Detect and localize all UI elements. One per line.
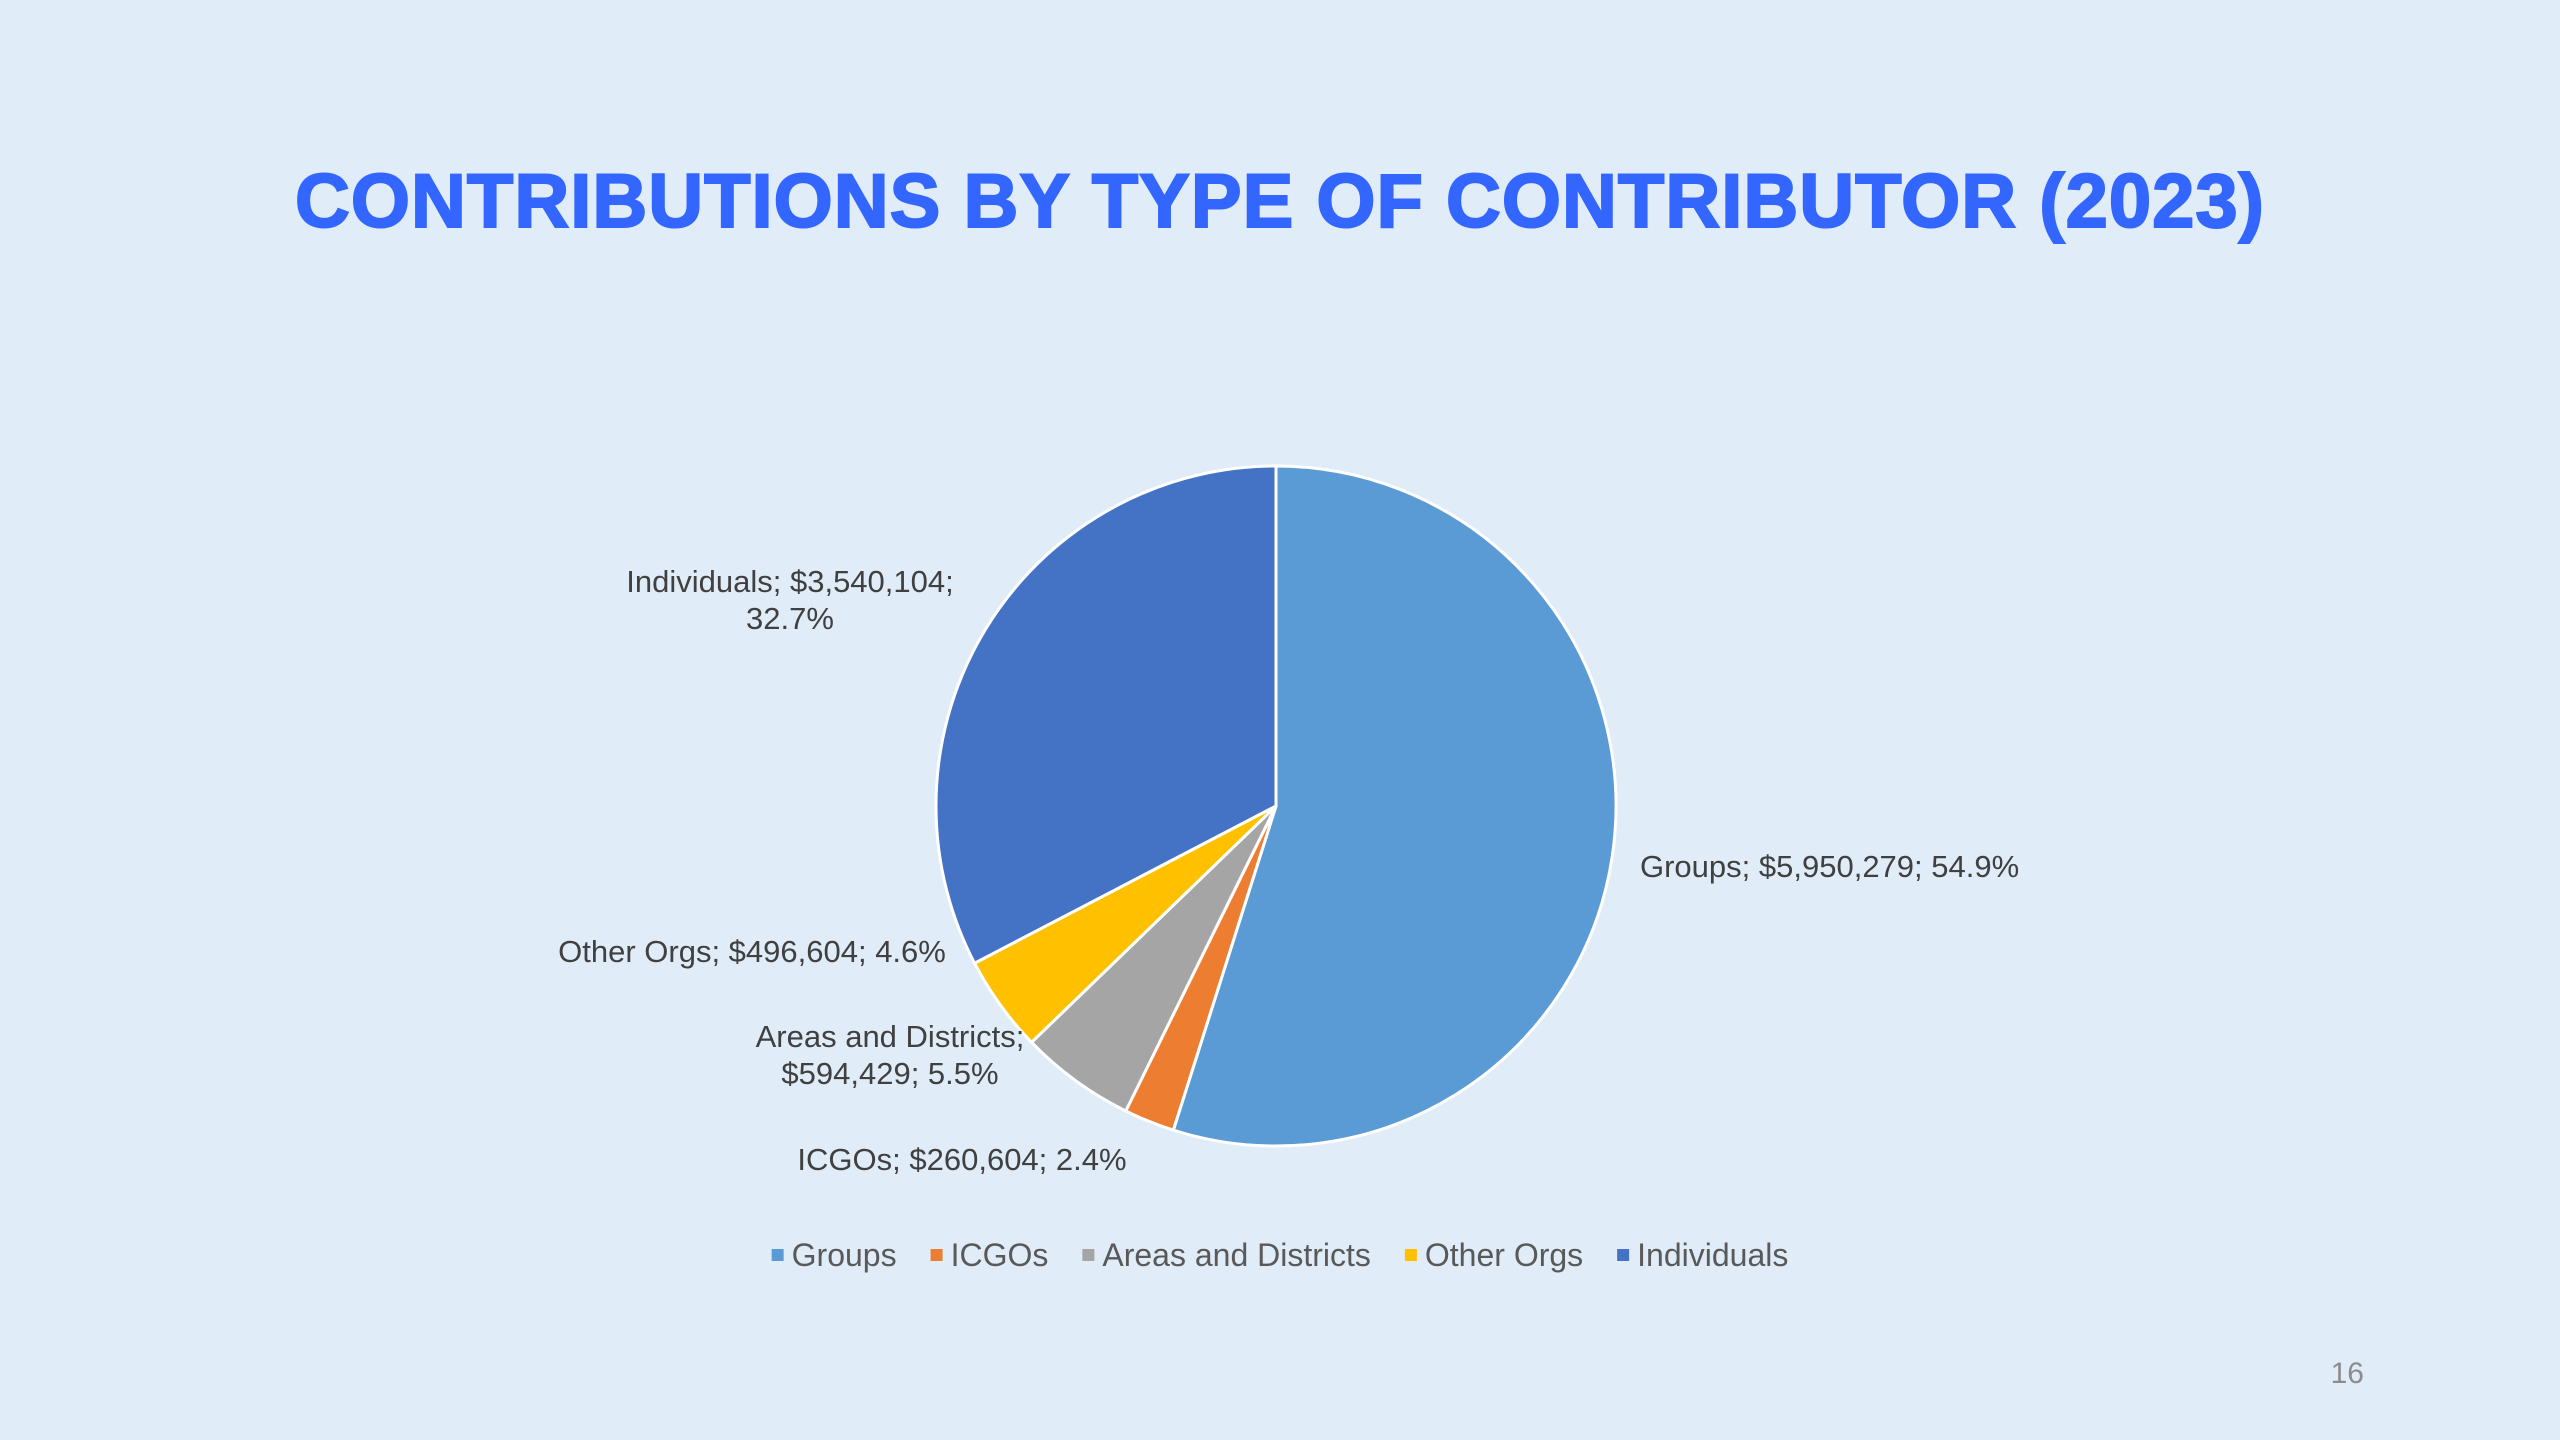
chart-legend: Groups ICGOs Areas and Districts Other Orgs… <box>771 1237 1788 1273</box>
legend-swatch <box>1404 1249 1417 1261</box>
pie-slice-individuals <box>934 464 1278 965</box>
legend-item-icgos: ICGOs <box>930 1237 1049 1273</box>
data-label-line: Areas and Districts; <box>756 1019 1025 1054</box>
data-label-line: Other Orgs; $496,604; 4.6% <box>558 934 946 969</box>
legend-swatch <box>771 1249 784 1261</box>
legend-swatch <box>930 1249 943 1261</box>
data-label-individuals: Individuals; $3,540,104; 32.7% <box>626 564 953 636</box>
legend-label: Areas and Districts <box>1102 1237 1371 1273</box>
data-label-line: Groups; $5,950,279; 54.9% <box>1640 849 2019 884</box>
data-label-groups: Groups; $5,950,279; 54.9% <box>1640 849 2019 884</box>
pie-slices <box>934 464 1618 1148</box>
legend-label: Individuals <box>1637 1237 1788 1273</box>
slide-title: CONTRIBUTIONS BY TYPE OF CONTRIBUTOR (20… <box>294 158 2265 245</box>
data-label-areas-and-districts: Areas and Districts; $594,429; 5.5% <box>756 1019 1025 1091</box>
data-label-other-orgs: Other Orgs; $496,604; 4.6% <box>558 934 946 969</box>
page-number: 16 <box>2330 1357 2364 1390</box>
legend-item-individuals: Individuals <box>1617 1237 1788 1273</box>
legend-label: ICGOs <box>951 1237 1049 1273</box>
legend-item-other-orgs: Other Orgs <box>1404 1237 1583 1273</box>
legend-swatch <box>1617 1249 1630 1261</box>
data-label-line: ICGOs; $260,604; 2.4% <box>797 1142 1126 1177</box>
legend-item-areas-and-districts: Areas and Districts <box>1082 1237 1371 1273</box>
pie-data-labels: Groups; $5,950,279; 54.9% ICGOs; $260,604… <box>558 564 2019 1177</box>
data-label-icgos: ICGOs; $260,604; 2.4% <box>797 1142 1126 1177</box>
legend-label: Other Orgs <box>1425 1237 1583 1273</box>
legend-item-groups: Groups <box>771 1237 897 1273</box>
data-label-line: 32.7% <box>746 601 834 636</box>
data-label-line: $594,429; 5.5% <box>781 1056 998 1091</box>
pie-slice-groups <box>1171 464 1618 1148</box>
data-label-line: Individuals; $3,540,104; <box>626 564 953 599</box>
legend-label: Groups <box>792 1237 897 1273</box>
legend-swatch <box>1082 1249 1095 1261</box>
